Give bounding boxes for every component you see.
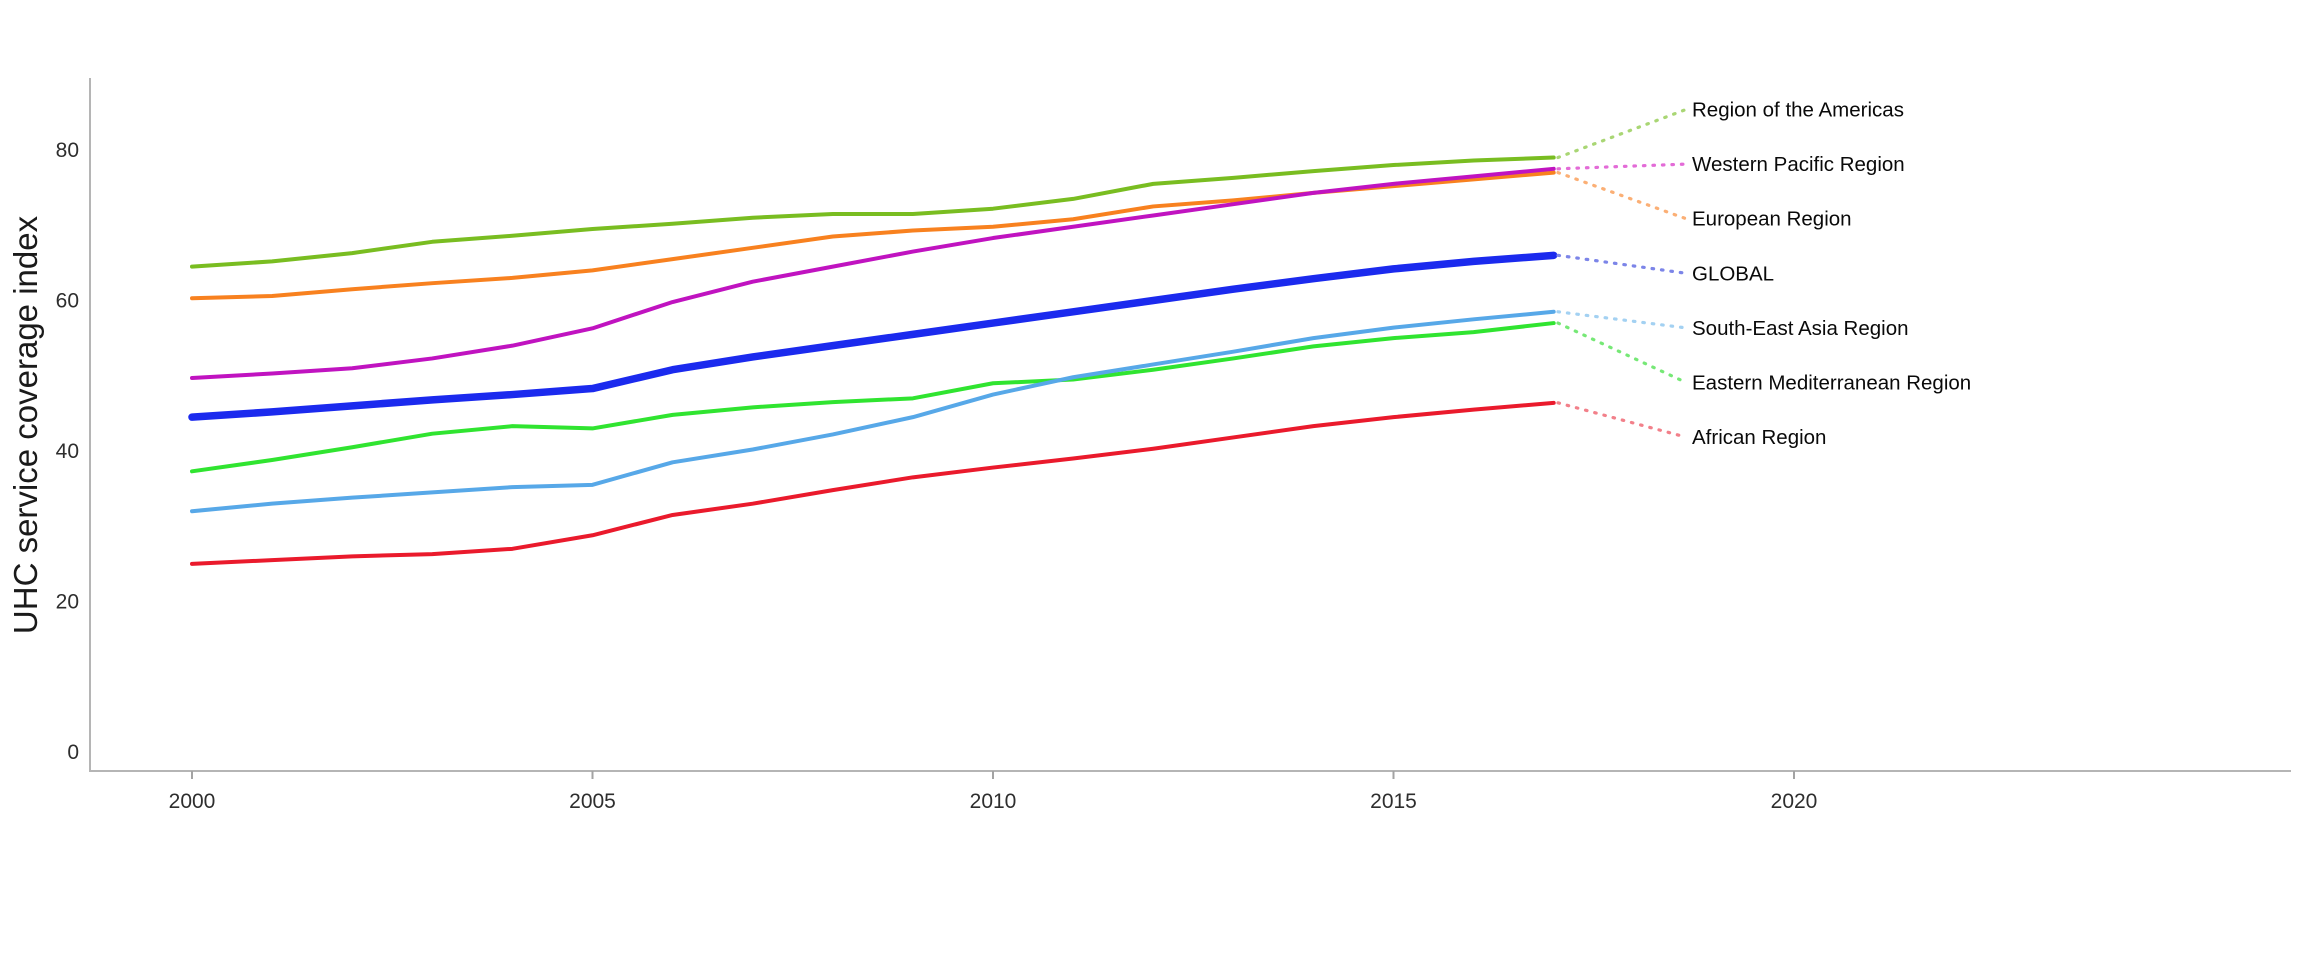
series-line-european-region <box>190 170 1556 301</box>
legend-leader-african-region <box>1556 401 1688 439</box>
legend-label-region-of-the-americas: Region of the Americas <box>1692 99 1904 122</box>
legend-leader-eastern-mediterranean-region <box>1556 321 1688 385</box>
legend-leader-global <box>1556 253 1688 275</box>
legend-leader-region-of-the-americas <box>1556 107 1688 160</box>
y-tick-label: 20 <box>56 591 79 614</box>
series-line-south-east-asia-region <box>190 309 1556 514</box>
series-line-region-of-the-americas <box>190 155 1556 269</box>
legend-label-eastern-mediterranean-region: Eastern Mediterranean Region <box>1692 372 1971 395</box>
legend-label-western-pacific-region: Western Pacific Region <box>1692 153 1905 176</box>
legend-label-european-region: European Region <box>1692 208 1852 231</box>
legend-label-global: GLOBAL <box>1692 262 1774 285</box>
series-line-african-region <box>190 400 1556 566</box>
legend-leader-western-pacific-region <box>1556 162 1688 171</box>
series-line-western-pacific-region <box>190 166 1556 381</box>
x-tick-label: 2015 <box>1370 790 1417 813</box>
series-line-eastern-mediterranean-region <box>190 321 1556 474</box>
y-tick-label: 40 <box>56 440 79 463</box>
legend-label-south-east-asia-region: South-East Asia Region <box>1692 317 1909 340</box>
legend-label-african-region: African Region <box>1692 426 1826 449</box>
x-tick-label: 2000 <box>169 790 216 813</box>
y-tick-label: 0 <box>67 741 79 764</box>
legend-leader-south-east-asia-region <box>1556 310 1688 330</box>
series-line-global <box>188 251 1558 421</box>
x-tick-label: 2010 <box>970 790 1017 813</box>
y-tick-label: 80 <box>56 139 79 162</box>
y-tick-label: 60 <box>56 290 79 313</box>
legend-leader-european-region <box>1556 170 1688 221</box>
x-tick-label: 2005 <box>569 790 616 813</box>
x-tick-label: 2020 <box>1771 790 1818 813</box>
